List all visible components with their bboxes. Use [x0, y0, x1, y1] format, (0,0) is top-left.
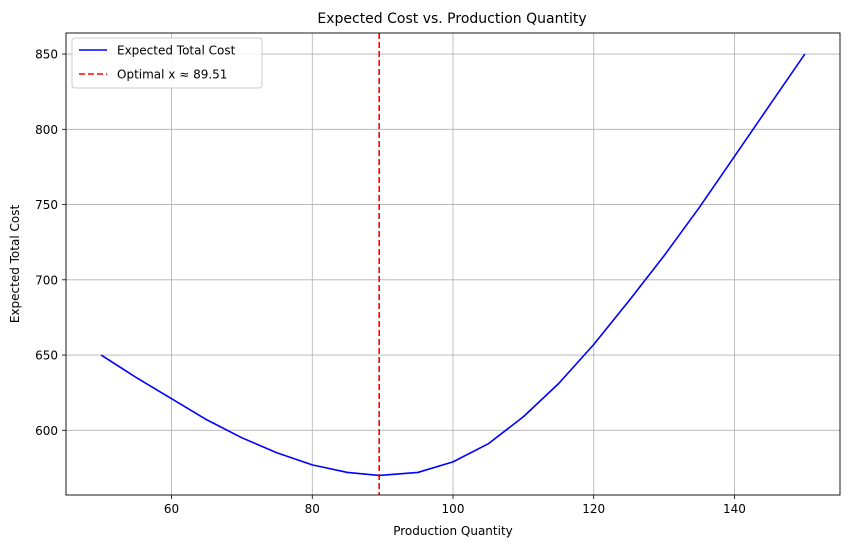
x-tick-label: 120 — [582, 502, 605, 516]
y-tick-label: 700 — [35, 273, 58, 287]
y-tick-label: 850 — [35, 48, 58, 62]
y-axis: 600 650 700 750 800 850 — [35, 48, 66, 438]
y-tick-label: 750 — [35, 198, 58, 212]
y-axis-label: Expected Total Cost — [8, 205, 22, 324]
series-line-expected-total-cost — [100, 53, 806, 477]
legend-label-cost: Expected Total Cost — [117, 44, 236, 58]
legend-label-optimal: Optimal x ≈ 89.51 — [117, 68, 227, 82]
x-tick-label: 140 — [723, 502, 746, 516]
x-axis-label: Production Quantity — [393, 524, 513, 538]
legend: Expected Total Cost Optimal x ≈ 89.51 — [71, 37, 263, 89]
x-tick-label: 100 — [442, 502, 465, 516]
legend-box — [71, 37, 263, 89]
grid — [66, 33, 840, 495]
plot-data — [100, 33, 806, 495]
x-tick-label: 80 — [305, 502, 320, 516]
y-tick-label: 800 — [35, 123, 58, 137]
x-axis: 60 80 100 120 140 — [164, 495, 746, 516]
y-tick-label: 650 — [35, 349, 58, 363]
chart-title: Expected Cost vs. Production Quantity — [317, 11, 586, 27]
y-tick-label: 600 — [35, 424, 58, 438]
x-tick-label: 60 — [164, 502, 179, 516]
